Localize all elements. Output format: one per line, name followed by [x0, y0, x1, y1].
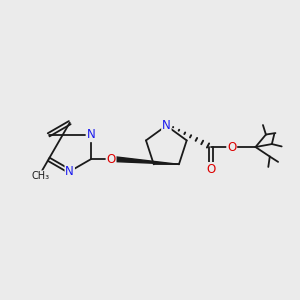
Text: N: N	[86, 128, 95, 141]
Text: CH₃: CH₃	[32, 171, 50, 181]
Text: N: N	[65, 165, 74, 178]
Text: O: O	[106, 153, 116, 166]
Text: O: O	[227, 140, 236, 154]
Text: O: O	[206, 163, 216, 176]
Text: N: N	[162, 119, 171, 132]
Polygon shape	[115, 157, 179, 164]
